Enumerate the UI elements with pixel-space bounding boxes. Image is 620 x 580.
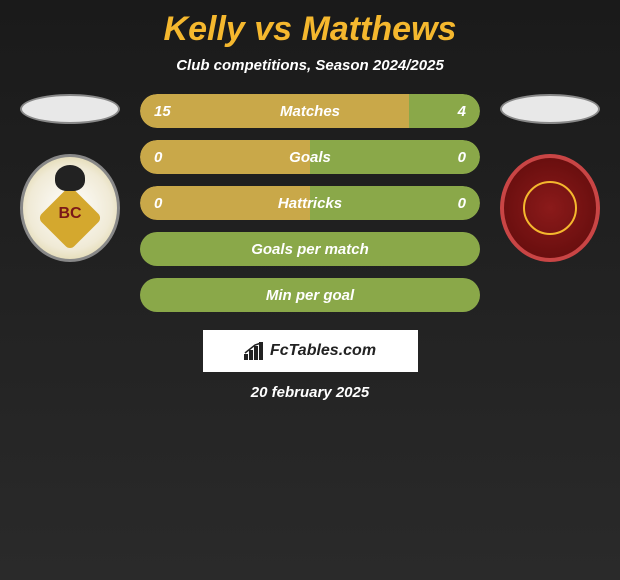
rooster-icon xyxy=(55,165,85,191)
chart-icon xyxy=(244,342,264,360)
left-team-crest xyxy=(20,154,120,262)
stat-label: Min per goal xyxy=(266,287,354,304)
left-player-avatar xyxy=(20,94,120,124)
logo-text: FcTables.com xyxy=(270,342,376,360)
stat-bar-matches: 154 Matches xyxy=(140,94,480,128)
stat-label: Matches xyxy=(280,103,340,120)
stat-right-value: 4 xyxy=(409,94,480,128)
date-label: 20 february 2025 xyxy=(0,384,620,401)
stat-right-value: 0 xyxy=(310,140,480,174)
stat-left-value: 15 xyxy=(140,94,409,128)
left-side xyxy=(15,94,125,262)
right-player-avatar xyxy=(500,94,600,124)
stats-column: 154Matches00Goals00HattricksGoals per ma… xyxy=(140,94,480,312)
stat-bar-goals: 00Goals xyxy=(140,140,480,174)
fctables-logo: FcTables.com xyxy=(203,330,418,372)
stat-bar-hattricks: 00Hattricks xyxy=(140,186,480,220)
stat-label: Goals xyxy=(289,149,331,166)
stat-bar-min-per-goal: Min per goal xyxy=(140,278,480,312)
stat-bar-goals-per-match: Goals per match xyxy=(140,232,480,266)
stat-label: Hattricks xyxy=(278,195,342,212)
stat-left-value: 0 xyxy=(140,140,310,174)
right-team-crest xyxy=(500,154,600,262)
page-title: Kelly vs Matthews xyxy=(0,10,620,49)
subtitle: Club competitions, Season 2024/2025 xyxy=(0,57,620,74)
right-side xyxy=(495,94,605,262)
stat-label: Goals per match xyxy=(251,241,369,258)
comparison-main: 154Matches00Goals00HattricksGoals per ma… xyxy=(0,94,620,312)
